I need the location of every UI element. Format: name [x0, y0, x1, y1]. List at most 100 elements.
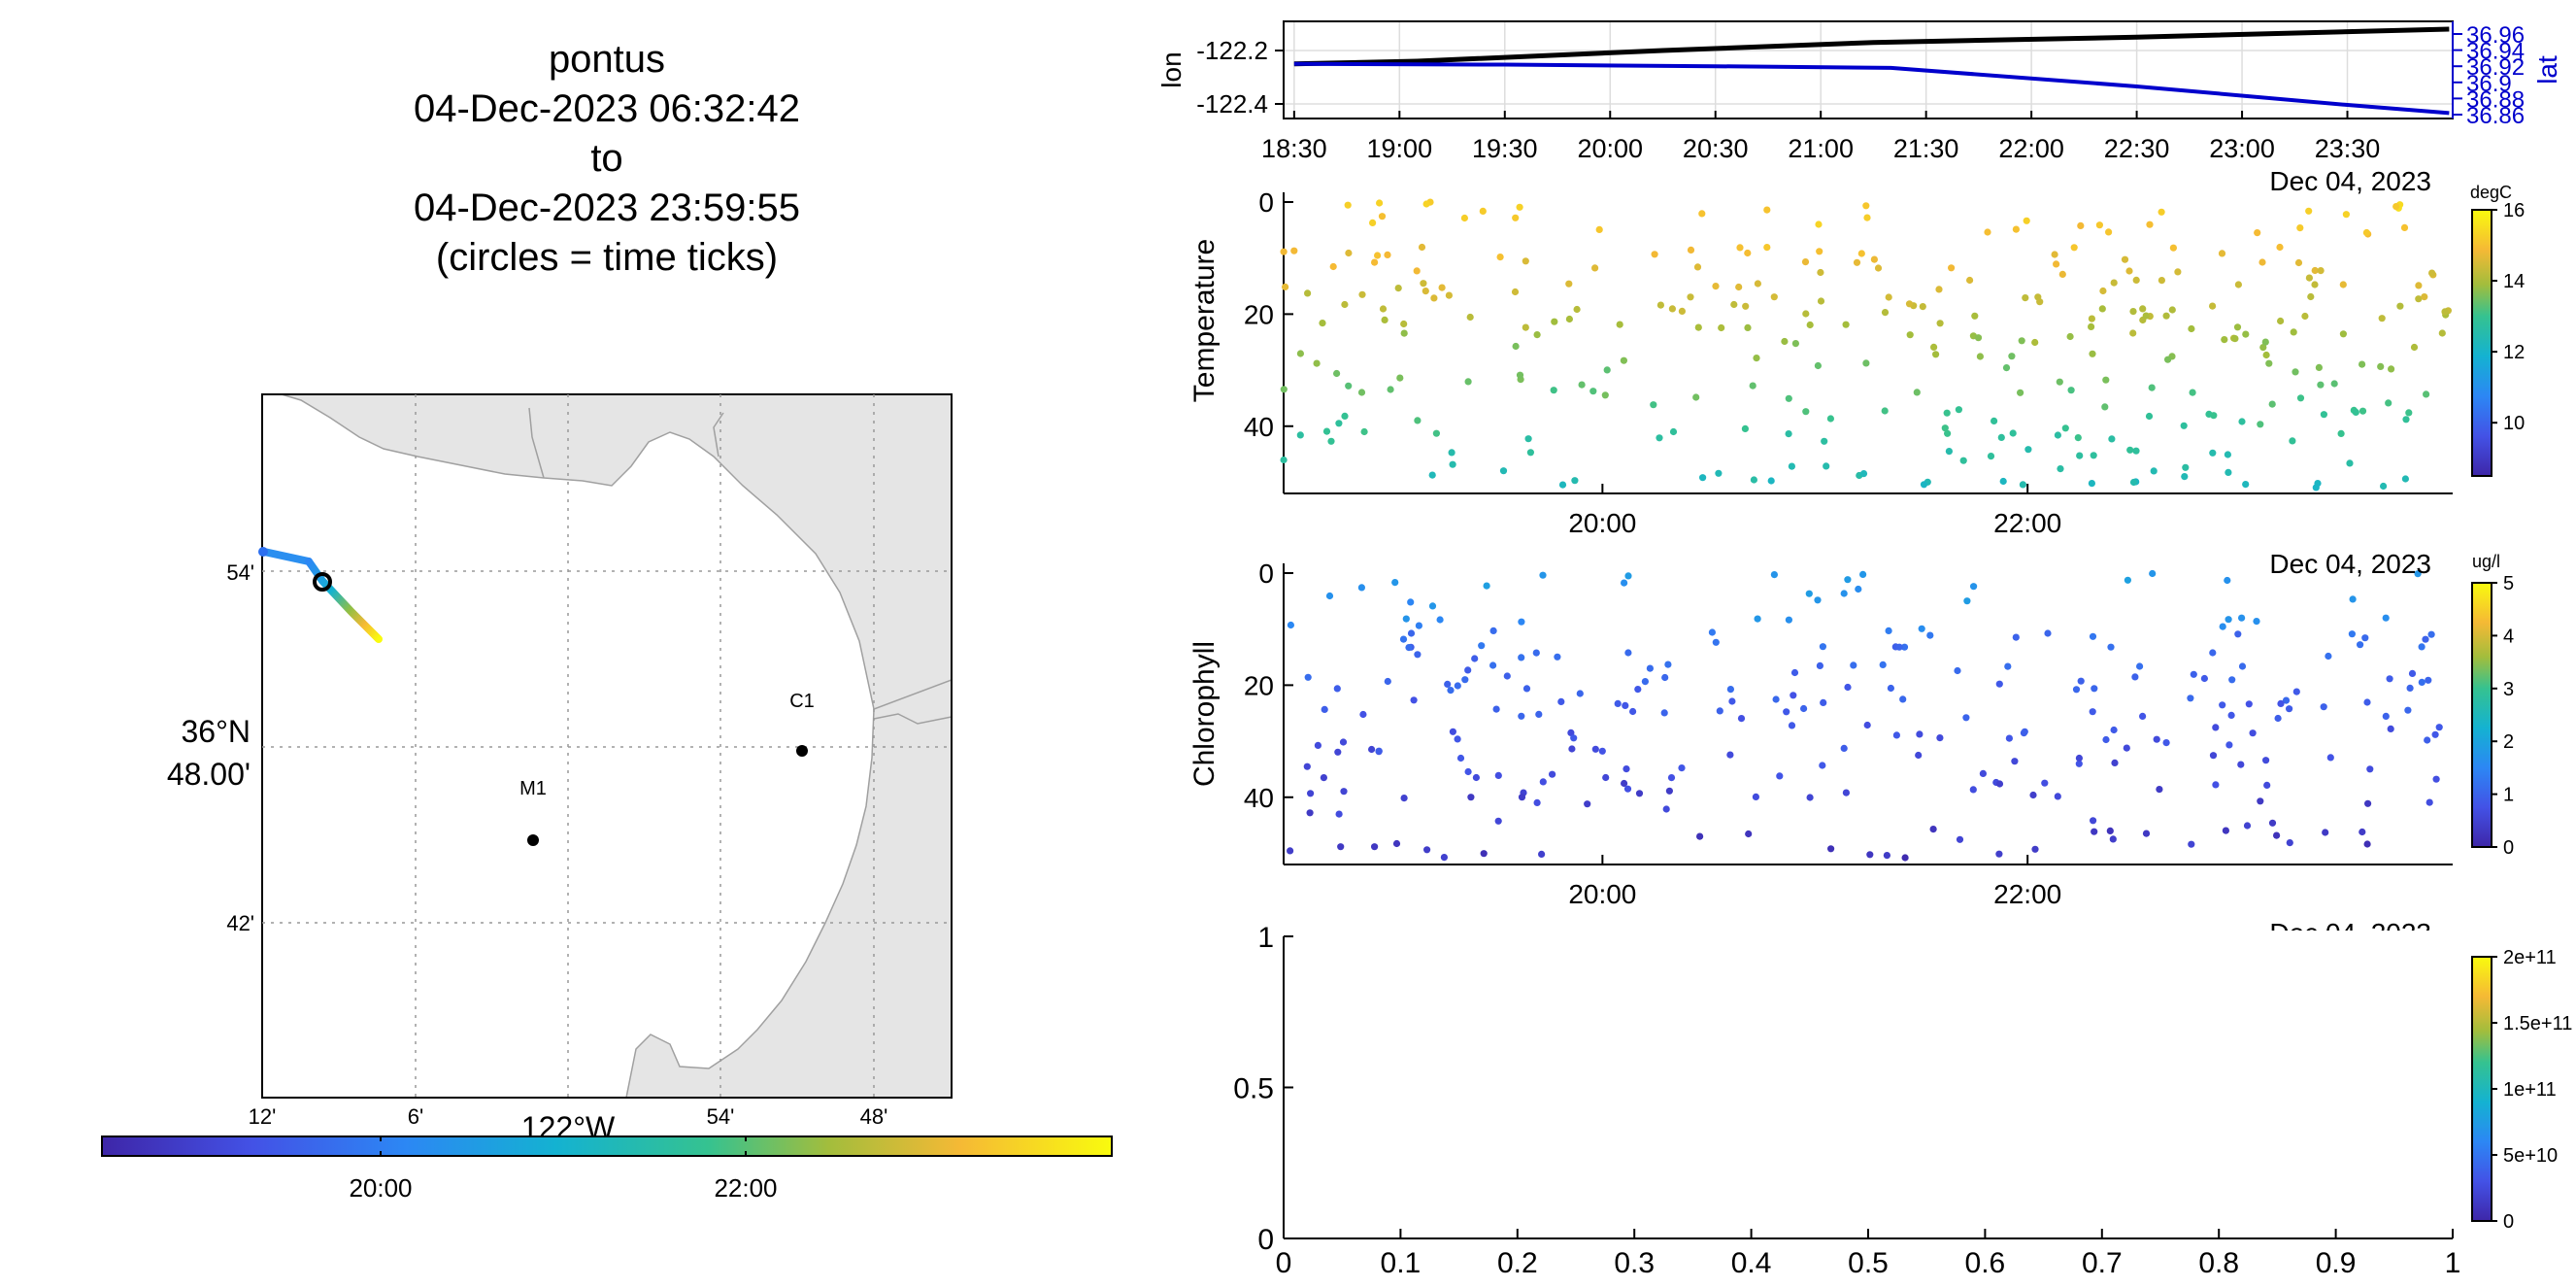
station-m1-label: M1	[519, 778, 547, 799]
data-point	[1763, 206, 1771, 214]
colorbar-tick-label: 5	[2503, 573, 2514, 594]
data-point	[1665, 787, 1673, 795]
data-point	[2036, 298, 2044, 306]
lonlat-xtick-label: 20:00	[1577, 134, 1643, 163]
lonlat-xtick-label: 18:30	[1261, 134, 1327, 163]
data-point	[1881, 407, 1889, 415]
data-point	[2322, 829, 2329, 836]
data-point	[2401, 475, 2409, 483]
data-point	[2066, 332, 2074, 341]
data-point	[1345, 249, 1353, 257]
data-point	[1945, 448, 1953, 456]
data-point	[1430, 294, 1438, 302]
data-point	[2305, 207, 2313, 215]
data-point	[2261, 338, 2269, 346]
data-point	[1929, 826, 1937, 833]
data-point	[1550, 387, 1557, 394]
data-point	[2238, 662, 2247, 670]
lat-tick-label: 36.92	[2466, 54, 2525, 81]
data-point	[1512, 342, 1520, 351]
data-point	[2051, 251, 2058, 258]
map-lon-54: 54'	[707, 1104, 735, 1129]
data-point	[1400, 795, 1408, 802]
data-point	[1591, 745, 1599, 753]
data-point	[2380, 482, 2388, 491]
data-point	[2174, 268, 2182, 276]
data-point	[1716, 707, 1723, 715]
colorbar-tick-label: 0	[2503, 837, 2514, 859]
data-point	[1549, 770, 1556, 778]
data-point	[1454, 735, 1461, 743]
data-point	[1749, 382, 1756, 390]
data-point	[2388, 365, 2395, 373]
data-point	[2107, 643, 2115, 651]
data-point	[1378, 213, 1387, 220]
data-point	[2305, 274, 2313, 282]
data-point	[1763, 244, 1771, 252]
data-point	[2262, 351, 2270, 359]
data-point	[1840, 744, 1848, 753]
data-point	[2359, 407, 2367, 415]
data-point	[1567, 729, 1575, 737]
data-point	[2402, 416, 2410, 424]
data-point	[1449, 460, 1456, 468]
data-point	[1494, 771, 1502, 780]
empty-x-tick-label: 0.4	[1731, 1247, 1772, 1279]
data-point	[2139, 712, 2147, 721]
data-point	[1420, 280, 1427, 288]
data-point	[1399, 635, 1408, 643]
data-point	[2181, 473, 2189, 481]
data-point	[1483, 582, 1490, 590]
station-c1-label: C1	[789, 691, 815, 712]
data-point	[1900, 643, 1909, 651]
empty-y-tick-label: 0	[1257, 1224, 1274, 1256]
lonlat-xtick-label: 21:30	[1893, 134, 1959, 163]
data-point	[1662, 805, 1670, 813]
data-point	[2209, 449, 2217, 457]
data-point	[1394, 285, 1402, 292]
data-point	[1754, 615, 1761, 623]
lonlat-xtick-label: 19:00	[1367, 134, 1433, 163]
data-point	[1516, 203, 1523, 211]
chlorophyll-axis-label: Chlorophyll	[1188, 641, 1221, 787]
y-tick-label: 40	[1244, 412, 1274, 442]
data-point	[1905, 300, 1914, 308]
data-point	[1962, 714, 1970, 722]
data-point	[1598, 747, 1606, 755]
empty-x-tick-label: 0.3	[1614, 1247, 1655, 1279]
data-point	[1781, 337, 1789, 346]
data-point	[1999, 477, 2007, 486]
data-point	[1959, 457, 1967, 464]
data-point	[2209, 752, 2218, 760]
data-point	[2346, 459, 2354, 467]
lon-tick-122-2: -122.2	[1196, 36, 1268, 65]
data-point	[1535, 710, 1543, 719]
data-point	[1512, 214, 1520, 221]
data-point	[2282, 696, 2291, 704]
data-point	[1859, 570, 1867, 579]
data-point	[2348, 630, 2356, 638]
data-point	[2168, 306, 2176, 314]
data-point	[2414, 570, 2422, 578]
data-point	[1687, 246, 1695, 254]
data-point	[2257, 421, 2264, 428]
data-point	[2258, 258, 2266, 266]
data-point	[1785, 430, 1792, 438]
map-lat-54: 54'	[226, 560, 254, 585]
data-point	[2156, 786, 2163, 794]
data-point	[1726, 751, 1734, 759]
data-point	[2146, 220, 2154, 228]
data-point	[1696, 832, 1704, 840]
data-point	[1578, 381, 1586, 389]
data-point	[1496, 254, 1504, 261]
data-point	[2428, 269, 2436, 277]
colorbar-tick-label: 14	[2503, 271, 2525, 292]
data-point	[2110, 279, 2118, 287]
data-point	[2044, 629, 2052, 637]
data-point	[1522, 323, 1529, 331]
colorbar-tick-label: 5e+10	[2503, 1145, 2558, 1167]
colorbar-tick-label: 3	[2503, 679, 2514, 700]
data-point	[2243, 822, 2252, 830]
data-point	[2396, 302, 2404, 310]
data-point	[2017, 389, 2024, 396]
